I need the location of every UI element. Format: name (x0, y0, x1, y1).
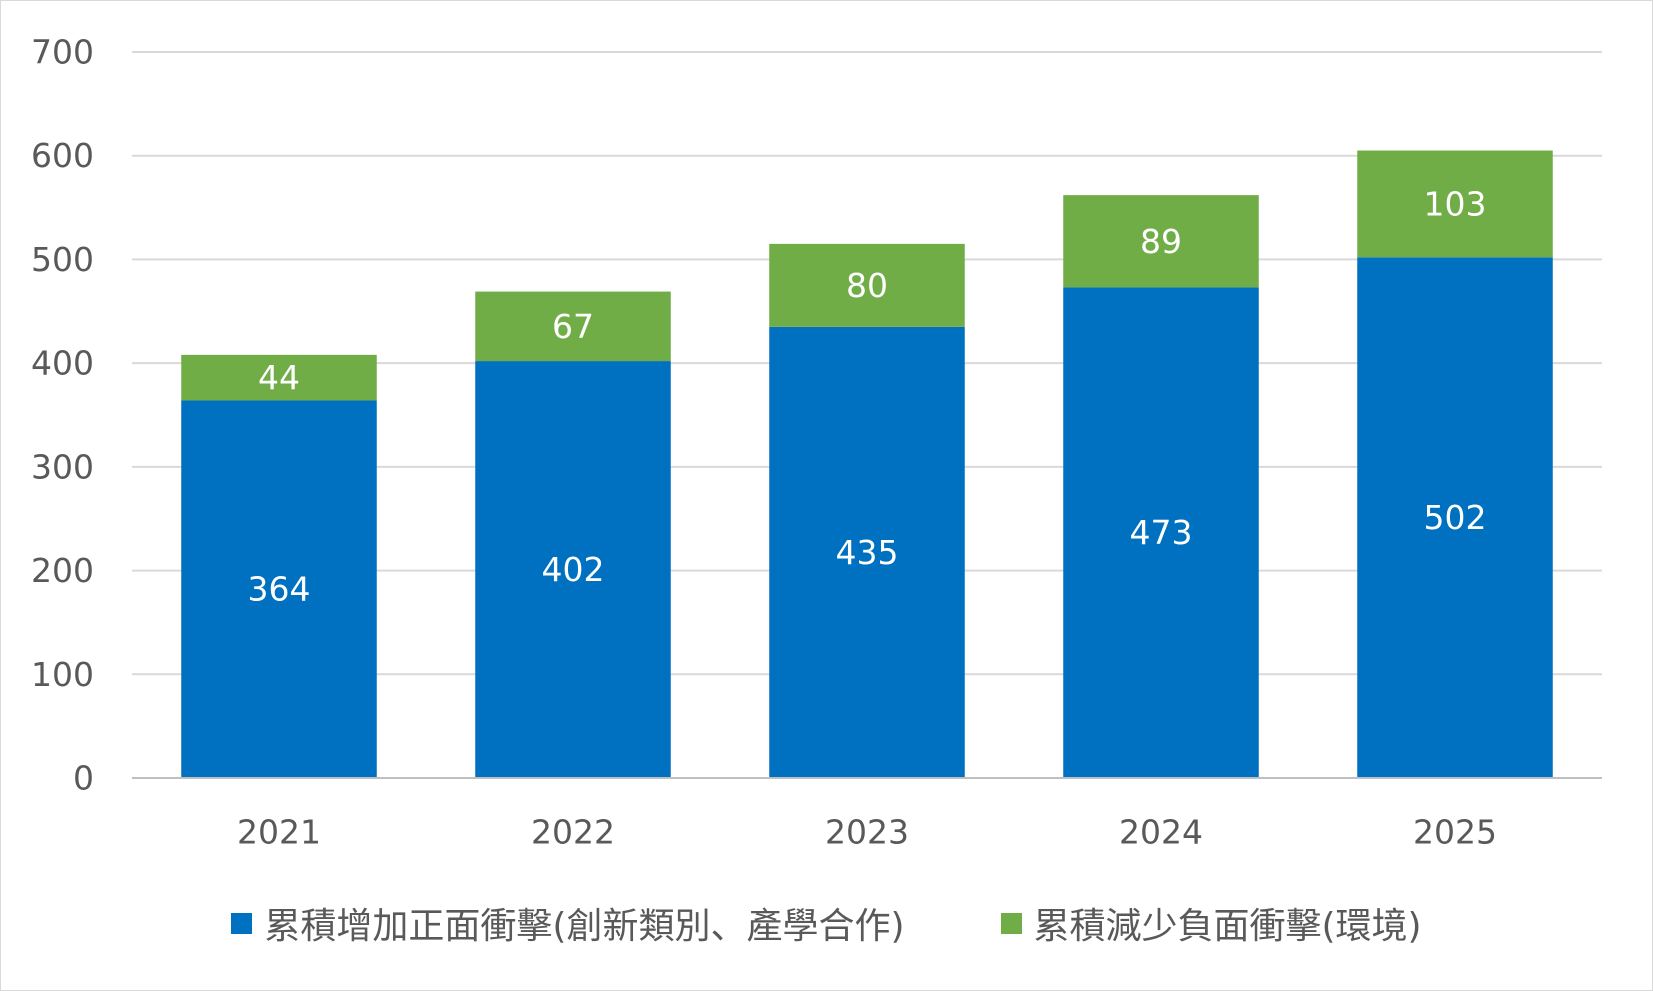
data-label-2021-series-1: 44 (258, 358, 300, 397)
data-label-2024-series-0: 473 (1130, 513, 1193, 552)
bar-2024-series-0 (1063, 287, 1259, 778)
data-label-2021-series-0: 364 (248, 570, 311, 609)
legend: 累積增加正面衝擊(創新類別、產學合作) 累積減少負面衝擊(環境) (0, 895, 1653, 951)
data-label-2022-series-1: 67 (552, 307, 594, 346)
legend-label-positive-impact: 累積增加正面衝擊(創新類別、產學合作) (264, 906, 905, 947)
y-tick-label-700: 700 (31, 33, 94, 72)
legend-swatch-positive-impact (231, 912, 253, 934)
data-label-2025-series-1: 103 (1424, 184, 1487, 223)
data-label-2024-series-1: 89 (1140, 222, 1182, 261)
legend-swatch-negative-impact (1000, 912, 1022, 934)
data-label-2023-series-1: 80 (846, 266, 888, 305)
y-tick-label-200: 200 (31, 551, 94, 590)
x-tick-label-2022: 2022 (531, 813, 615, 852)
y-tick-label-300: 300 (31, 447, 94, 486)
y-tick-label-400: 400 (31, 344, 94, 383)
data-label-2025-series-0: 502 (1424, 498, 1487, 537)
y-tick-label-100: 100 (31, 655, 94, 694)
legend-item-positive-impact: 累積增加正面衝擊(創新類別、產學合作) (231, 897, 905, 949)
x-tick-label-2025: 2025 (1413, 813, 1497, 852)
data-label-2022-series-0: 402 (542, 550, 605, 589)
x-tick-label-2023: 2023 (825, 813, 909, 852)
data-label-2023-series-0: 435 (836, 533, 899, 572)
bar-2022-series-0 (475, 361, 671, 778)
legend-label-negative-impact: 累積減少負面衝擊(環境) (1033, 906, 1422, 947)
bar-2025-series-0 (1357, 257, 1553, 779)
bar-2021-series-1 (181, 354, 377, 401)
legend-item-negative-impact: 累積減少負面衝擊(環境) (1000, 897, 1422, 949)
bar-2024-series-1 (1063, 195, 1259, 288)
x-tick-label-2021: 2021 (237, 813, 321, 852)
y-tick-label-0: 0 (73, 759, 94, 798)
bar-2023-series-0 (769, 326, 965, 778)
x-tick-label-2024: 2024 (1119, 813, 1203, 852)
bar-2022-series-1 (475, 291, 671, 362)
bar-2021-series-0 (181, 400, 377, 778)
y-tick-label-600: 600 (31, 136, 94, 175)
bar-2023-series-1 (769, 243, 965, 327)
bar-2025-series-1 (1357, 150, 1553, 258)
y-tick-label-500: 500 (31, 240, 94, 279)
